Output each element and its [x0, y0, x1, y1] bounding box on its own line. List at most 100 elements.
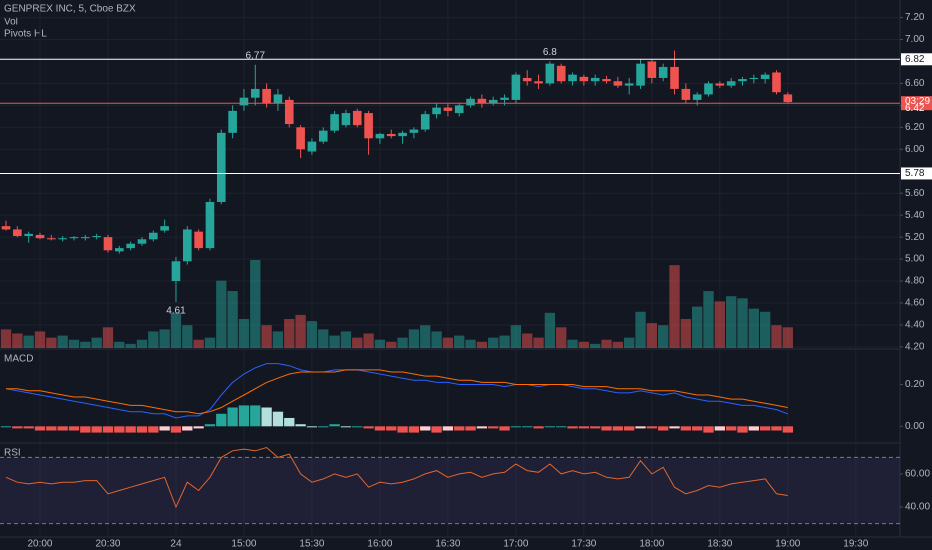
volume-bar: [601, 339, 612, 348]
volume-bar: [612, 341, 624, 348]
volume-bar: [759, 311, 771, 348]
y-tick-label: 6.00: [905, 144, 925, 155]
volume-bar: [454, 335, 465, 348]
candle-body: [692, 94, 702, 100]
candle-body: [216, 132, 226, 202]
volume-bar: [284, 319, 295, 348]
candle-body: [273, 94, 283, 104]
rsi-band: [0, 457, 900, 524]
macd-histogram-bar: [329, 424, 340, 427]
candle-body: [749, 77, 759, 80]
candle-body: [341, 113, 351, 126]
volume-bar: [91, 337, 102, 348]
volume-bar: [295, 314, 306, 348]
x-tick-label: 19:30: [843, 539, 868, 550]
volume-bar: [352, 337, 363, 348]
macd-histogram-bar: [624, 426, 635, 431]
candle-body: [1, 226, 11, 230]
macd-histogram-bar: [748, 426, 759, 431]
volume-bar: [624, 337, 635, 348]
candle-body: [783, 94, 793, 103]
symbol-title: GENPREX INC, 5, Cboe BZX: [4, 4, 136, 15]
pivot-label: 6.82: [905, 54, 925, 65]
macd-histogram-bar: [159, 426, 170, 431]
x-tick-label: 17:30: [571, 539, 596, 550]
candle-body: [386, 133, 396, 137]
macd-histogram-bar: [216, 413, 227, 427]
x-tick-label: 20:30: [95, 539, 120, 550]
macd-histogram-bar: [635, 426, 646, 429]
macd-histogram-bar: [272, 411, 284, 427]
volume-bar: [703, 291, 714, 348]
x-tick-label: 15:00: [231, 539, 256, 550]
volume-bar: [556, 327, 567, 348]
macd-histogram-bar: [238, 405, 250, 427]
volume-bar: [635, 311, 646, 348]
x-tick-label: 20:00: [27, 539, 52, 550]
macd-histogram-bar: [193, 426, 204, 429]
volume-bar: [80, 341, 91, 348]
macd-histogram-bar: [182, 426, 193, 431]
y-tick-label: 4.80: [905, 276, 925, 287]
y-tick-label: 4.20: [905, 342, 925, 353]
pivot-label-box: [901, 167, 932, 180]
candle-body: [488, 99, 498, 104]
volume-bar: [114, 341, 125, 348]
macd-histogram-bar: [0, 426, 12, 428]
candle-body: [432, 107, 441, 115]
volume-bar: [68, 339, 80, 348]
macd-histogram-bar: [771, 426, 782, 431]
macd-histogram-bar: [646, 426, 658, 429]
volume-bar: [522, 333, 533, 348]
candle-body: [375, 133, 385, 139]
volume-bar: [646, 323, 658, 348]
y-tick-label: 7.00: [905, 34, 925, 45]
indicator-label: Pivots HL: [4, 29, 47, 40]
macd-histogram-bar: [578, 426, 590, 429]
x-tick-label: 18:00: [639, 539, 664, 550]
candle-body: [658, 66, 668, 78]
macd-histogram-bar: [510, 426, 522, 428]
candle-body: [624, 83, 634, 86]
candle-body: [500, 97, 509, 100]
volume-bar: [318, 329, 329, 348]
candle-body: [148, 232, 158, 240]
macd-histogram-bar: [522, 426, 533, 428]
volume-bar: [374, 339, 386, 348]
y-tick-label: 60.00: [905, 469, 930, 480]
candle-body: [182, 229, 192, 262]
candle-body: [522, 77, 532, 82]
macd-histogram-bar: [601, 426, 612, 431]
candle-body: [398, 132, 407, 137]
volume-bar: [193, 339, 204, 348]
last-price-box: [901, 96, 932, 111]
candle-body: [296, 127, 305, 150]
candle-body: [602, 79, 611, 82]
candle-body: [307, 141, 317, 152]
volume-bar: [408, 329, 420, 348]
candle-body: [171, 261, 181, 282]
volume-bar: [748, 308, 759, 348]
x-tick-label: 16:30: [435, 539, 460, 550]
last-price-label: 6.42: [905, 103, 925, 114]
y-tick-label: 5.00: [905, 254, 925, 265]
y-tick-label: 6.20: [905, 122, 925, 133]
macd-histogram-bar: [318, 426, 329, 428]
candle-body: [24, 233, 33, 237]
macd-histogram-bar: [80, 426, 91, 433]
macd-histogram-bar: [295, 424, 306, 427]
y-tick-label: 40.00: [905, 502, 930, 513]
volume-bar: [499, 335, 510, 348]
volume-bar: [476, 341, 488, 348]
candle-body: [443, 107, 453, 111]
volume-bar: [590, 343, 601, 348]
macd-histogram-bar: [46, 426, 57, 431]
macd-histogram-bar: [590, 426, 601, 429]
volume-bar: [658, 325, 669, 348]
volume-bar: [159, 329, 170, 348]
candle-body: [239, 97, 249, 106]
macd-histogram-bar: [669, 426, 680, 429]
volume-bar: [544, 312, 556, 348]
volume-bar: [148, 331, 159, 348]
volume-bar: [397, 337, 408, 348]
